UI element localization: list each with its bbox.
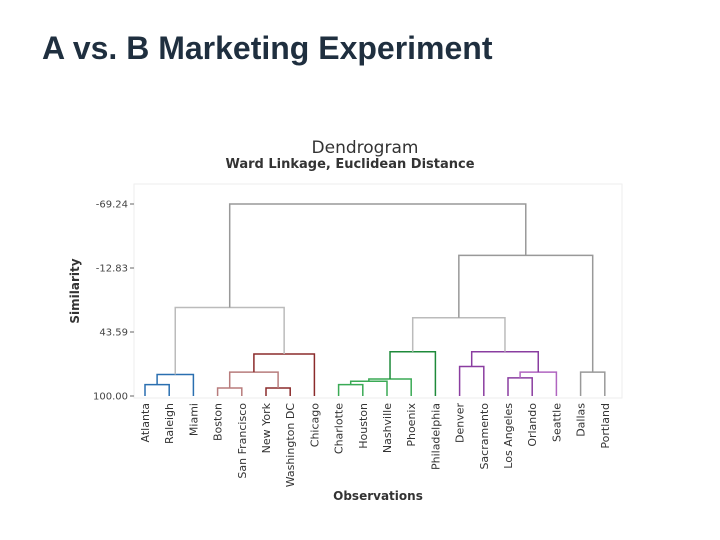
y-axis: -69.24 -12.83 43.59 100.00	[93, 200, 134, 403]
dendrogram-link	[156, 373, 195, 396]
dendrogram-links	[144, 203, 606, 396]
leaf-label: Miami	[187, 403, 200, 436]
dendrogram-link	[216, 387, 243, 396]
dendrogram-link	[349, 380, 388, 396]
leaf-label: Boston	[212, 403, 225, 441]
leaf-labels: Atlanta Raleigh Miami Boston San Francisco Ne…	[139, 402, 612, 487]
dendrogram-link	[265, 387, 291, 396]
leaf-label: Nashville	[381, 403, 394, 453]
x-axis-title: Observations	[333, 489, 423, 503]
y-tick-label: 100.00	[93, 392, 128, 403]
leaf-label: Phoenix	[405, 403, 418, 447]
dendrogram-link	[368, 378, 412, 396]
leaf-label: New York	[260, 402, 273, 453]
y-tick-label: 43.59	[99, 328, 128, 339]
leaf-label: Atlanta	[139, 403, 152, 442]
y-axis-title: Similarity	[68, 258, 82, 323]
leaf-label: Charlotte	[333, 403, 346, 454]
leaf-label: Denver	[454, 403, 467, 443]
dendrogram-link	[228, 371, 279, 389]
leaf-label: Portland	[599, 403, 612, 449]
dendrogram-link	[228, 203, 527, 308]
leaf-label: Orlando	[526, 403, 539, 447]
leaf-label: Sacramento	[478, 403, 491, 470]
leaf-label: Raleigh	[163, 403, 176, 444]
leaf-label: Los Angeles	[502, 403, 515, 469]
slide-title: A vs. B Marketing Experiment	[42, 30, 493, 66]
y-tick-label: -12.83	[96, 263, 128, 274]
chart-title: Dendrogram	[312, 138, 419, 158]
leaf-label: Washington DC	[284, 403, 297, 488]
leaf-label: San Francisco	[236, 403, 249, 479]
y-tick-label: -69.24	[96, 200, 128, 211]
leaf-label: Seattle	[550, 403, 563, 442]
chart-subtitle: Ward Linkage, Euclidean Distance	[225, 157, 474, 172]
leaf-label: Chicago	[308, 403, 321, 447]
dendrogram-link	[411, 316, 506, 352]
leaf-label: Dallas	[575, 403, 588, 437]
leaf-label: Houston	[357, 403, 370, 449]
leaf-label: Philadelphia	[429, 403, 442, 470]
dendrogram-link	[519, 371, 558, 396]
dendrogram-link	[579, 371, 606, 396]
plot-area	[133, 183, 623, 399]
